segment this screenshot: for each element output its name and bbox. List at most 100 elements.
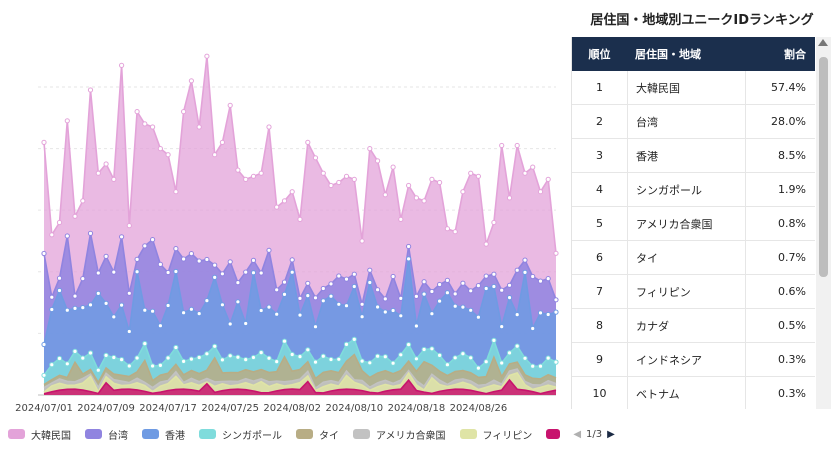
data-point[interactable] [413, 323, 419, 329]
data-point[interactable] [444, 226, 450, 232]
data-point[interactable] [80, 305, 86, 311]
data-point[interactable] [468, 288, 474, 294]
data-point[interactable] [351, 283, 357, 290]
data-point[interactable] [545, 355, 551, 361]
data-point[interactable] [514, 267, 520, 273]
data-point[interactable] [41, 341, 47, 348]
data-point[interactable] [382, 192, 388, 198]
data-point[interactable] [258, 350, 264, 356]
data-point[interactable] [266, 124, 272, 130]
data-point[interactable] [297, 216, 303, 222]
legend-item-korea[interactable]: 大韓民国 [8, 427, 71, 442]
data-point[interactable] [150, 124, 156, 130]
data-point[interactable] [72, 213, 78, 219]
data-point[interactable] [119, 234, 125, 240]
data-point[interactable] [491, 219, 497, 226]
data-point[interactable] [437, 281, 443, 288]
data-point[interactable] [413, 356, 419, 362]
data-point[interactable] [165, 355, 171, 361]
data-point[interactable] [235, 354, 241, 360]
data-point[interactable] [56, 219, 63, 226]
data-point[interactable] [413, 195, 419, 201]
data-point[interactable] [188, 78, 194, 84]
data-point[interactable] [375, 158, 381, 164]
data-point[interactable] [483, 273, 489, 279]
data-point[interactable] [289, 351, 295, 358]
data-point[interactable] [421, 279, 427, 285]
data-point[interactable] [390, 360, 396, 366]
data-point[interactable] [103, 253, 109, 259]
data-point[interactable] [188, 356, 194, 362]
data-point[interactable] [367, 360, 373, 366]
data-point[interactable] [553, 309, 559, 315]
data-point[interactable] [406, 342, 412, 348]
data-point[interactable] [421, 198, 427, 204]
data-point[interactable] [250, 257, 257, 263]
data-point[interactable] [320, 353, 326, 359]
data-point[interactable] [506, 350, 513, 356]
data-point[interactable] [227, 259, 233, 265]
data-point[interactable] [328, 293, 334, 299]
data-point[interactable] [235, 167, 241, 173]
data-point[interactable] [382, 296, 388, 302]
data-point[interactable] [312, 359, 319, 365]
data-point[interactable] [188, 251, 194, 257]
data-point[interactable] [506, 295, 513, 301]
data-point[interactable] [212, 274, 218, 280]
data-point[interactable] [281, 198, 288, 204]
data-point[interactable] [522, 269, 528, 275]
data-point[interactable] [514, 343, 520, 349]
data-point[interactable] [336, 356, 342, 362]
data-point[interactable] [219, 357, 225, 363]
data-point[interactable] [452, 291, 458, 297]
data-point[interactable] [351, 336, 357, 342]
data-point[interactable] [173, 344, 179, 351]
data-point[interactable] [289, 189, 295, 195]
data-point[interactable] [204, 53, 210, 59]
data-point[interactable] [351, 176, 357, 182]
data-point[interactable] [80, 355, 86, 361]
data-point[interactable] [111, 269, 117, 275]
data-point[interactable] [406, 182, 412, 189]
legend-item-more[interactable] [546, 429, 561, 439]
data-point[interactable] [142, 341, 148, 347]
data-point[interactable] [375, 287, 381, 293]
data-point[interactable] [343, 276, 350, 282]
data-point[interactable] [530, 164, 536, 170]
data-point[interactable] [305, 139, 311, 145]
data-point[interactable] [126, 363, 132, 369]
data-point[interactable] [165, 152, 171, 158]
data-point[interactable] [196, 258, 202, 264]
data-point[interactable] [219, 271, 225, 277]
data-point[interactable] [274, 204, 280, 210]
data-point[interactable] [150, 237, 156, 243]
legend-item-thailand[interactable]: タイ [296, 427, 339, 442]
data-point[interactable] [343, 303, 350, 309]
data-point[interactable] [367, 267, 373, 273]
data-point[interactable] [103, 300, 109, 306]
data-point[interactable] [351, 271, 357, 277]
data-point[interactable] [87, 230, 94, 236]
data-point[interactable] [266, 247, 272, 253]
data-point[interactable] [537, 278, 544, 284]
data-point[interactable] [258, 270, 264, 276]
data-point[interactable] [553, 297, 559, 303]
data-point[interactable] [475, 173, 481, 179]
data-point[interactable] [196, 124, 202, 130]
data-point[interactable] [475, 365, 481, 371]
data-point[interactable] [266, 355, 272, 361]
data-point[interactable] [297, 354, 303, 360]
data-point[interactable] [227, 353, 233, 359]
data-point[interactable] [72, 348, 78, 354]
data-point[interactable] [56, 275, 63, 281]
data-point[interactable] [126, 328, 132, 335]
data-point[interactable] [343, 173, 350, 179]
pager-next-icon[interactable]: ▶ [607, 428, 615, 440]
data-point[interactable] [111, 314, 117, 320]
data-point[interactable] [398, 313, 404, 319]
data-point[interactable] [429, 346, 435, 352]
data-point[interactable] [452, 355, 458, 361]
data-point[interactable] [243, 357, 249, 363]
data-point[interactable] [468, 355, 474, 361]
data-point[interactable] [530, 363, 536, 369]
